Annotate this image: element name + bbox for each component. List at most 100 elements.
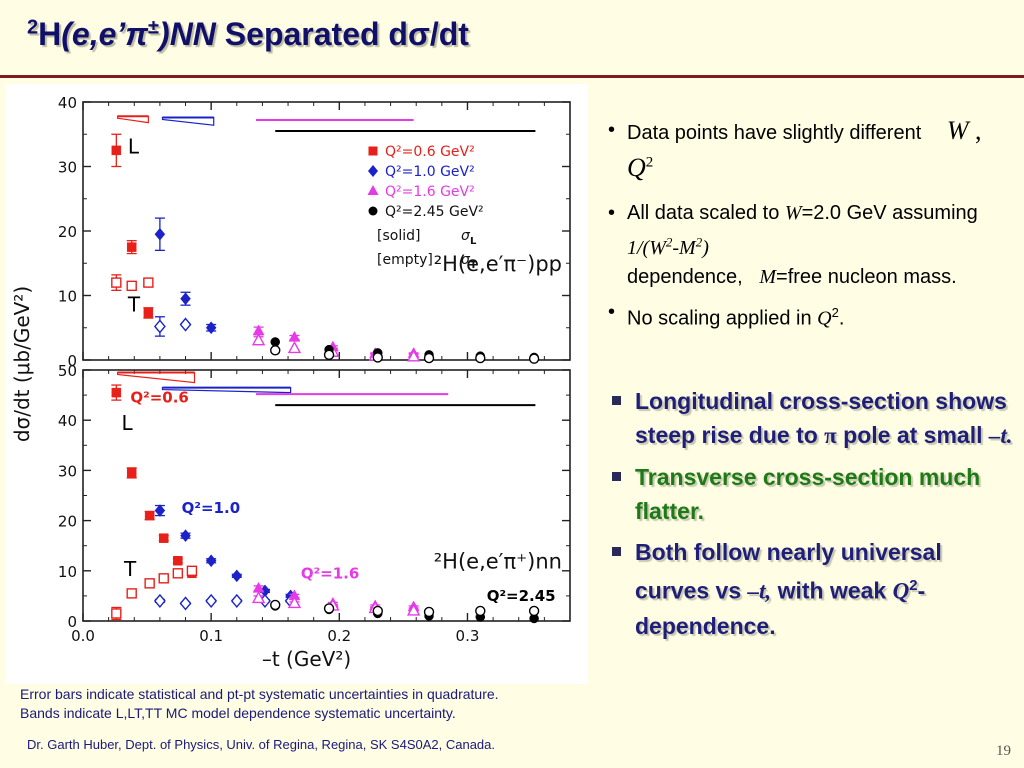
data-point <box>287 340 302 354</box>
data-point <box>126 242 137 252</box>
c1-a: Longitudinal cross-section shows steep r… <box>635 388 1007 448</box>
bullet-dot: • <box>608 201 616 224</box>
formula-end: ) <box>702 237 709 260</box>
legend-label: Q²=1.0 GeV² <box>385 164 475 180</box>
footer-affiliation: Dr. Garth Huber, Dept. of Physics, Univ.… <box>27 737 495 752</box>
c3-Q: Q <box>892 578 910 604</box>
page-number: 19 <box>996 743 1011 759</box>
legend-label: Q²=0.6 GeV² <box>385 144 475 160</box>
c1-t: –t. <box>988 423 1013 448</box>
data-point <box>372 605 383 617</box>
x-tick-label: 0.1 <box>199 627 223 645</box>
panel-annotation: L <box>128 135 140 159</box>
x-tick-label: 0.2 <box>327 627 351 645</box>
model-band-shape <box>161 386 292 394</box>
x-tick-label: 0.0 <box>71 627 95 645</box>
legend-marker <box>368 206 378 216</box>
bullet-3-end: . <box>838 307 845 330</box>
title-bar: 2H(e,e’π±)NN Separated dσ/dt <box>0 0 1024 74</box>
panel-annotation: Q²=0.6 <box>130 389 188 407</box>
c1-pi: π <box>824 423 837 448</box>
conclusion-universal: Both follow nearly universal curves vs –… <box>610 535 1020 643</box>
bullet-1-text: Data points have slightly different <box>627 122 922 144</box>
panel-annotation: T <box>127 293 141 317</box>
data-point <box>252 581 265 593</box>
c3-sup: 2 <box>909 577 918 594</box>
conclusion-list: Longitudinal cross-section shows steep r… <box>610 384 1020 650</box>
formula-sup2: 2 <box>695 234 703 250</box>
conclusion-transverse: Transverse cross-section much flatter. <box>610 460 1020 528</box>
bullet-3-a: No scaling applied in <box>627 307 812 330</box>
data-point <box>475 605 486 617</box>
data-point <box>270 337 280 347</box>
square-bullet-icon <box>612 396 621 405</box>
title-rest: Separated dσ/dt <box>215 16 469 52</box>
legend-marker <box>368 165 378 177</box>
bullet-scaling: • All data scaled to W=2.0 GeV assuming … <box>608 199 1008 293</box>
y-tick-label: 20 <box>58 513 77 531</box>
y-tick-label: 40 <box>58 412 77 430</box>
title-charge: ± <box>148 16 160 39</box>
data-point <box>270 345 281 356</box>
panel-annotation: T <box>123 557 137 581</box>
square-bullet-icon <box>612 472 621 481</box>
data-point <box>126 280 137 292</box>
bullet-2-d: =free nucleon mass. <box>776 266 957 289</box>
bullet-2-b: =2.0 GeV assuming <box>801 201 978 224</box>
y-tick-label: 30 <box>58 462 77 480</box>
math-comma: , <box>974 116 982 145</box>
data-point <box>423 352 435 364</box>
y-tick-label: 10 <box>58 563 77 581</box>
note-bands: Bands indicate L,LT,TT MC model dependen… <box>20 705 456 721</box>
data-point <box>323 349 335 361</box>
data-point <box>179 596 192 611</box>
title-nn: NN <box>169 16 216 52</box>
model-band-shape <box>161 116 215 126</box>
panel-annotation: L <box>121 411 133 435</box>
bullet-2-W: W <box>784 201 802 224</box>
bullet-2-M: M <box>759 266 777 289</box>
title-superscript: 2 <box>27 16 39 39</box>
legend-sub-T: T <box>470 260 477 271</box>
reaction-label: ²H(e,e′π⁺)nn <box>434 549 562 573</box>
legend-marker <box>367 185 379 195</box>
data-point <box>154 227 166 241</box>
y-tick-label: 50 <box>58 362 77 380</box>
math-W: W <box>946 116 969 145</box>
panel-annotation: Q²=1.0 <box>182 499 240 517</box>
c3-b: with weak <box>777 577 887 604</box>
plot-frame-bottom <box>82 369 571 622</box>
data-point <box>111 608 122 619</box>
y-tick-label: 10 <box>58 288 77 306</box>
legend-solid-label: [solid] <box>377 228 420 244</box>
legend-sigma-T: σ <box>461 252 471 268</box>
formula-a: 1/(W <box>627 237 666 260</box>
slide-title: 2H(e,e’π±)NN Separated dσ/dt <box>27 16 469 53</box>
data-point <box>205 593 218 609</box>
data-point <box>153 319 166 334</box>
y-tick-label: 30 <box>58 159 77 177</box>
chart-panel: 0 10 20 30 40 L T ²H(e,e′π⁻)pp 0 10 20 30 40 50 0.0 0.1… <box>5 84 588 684</box>
c3-c: -dependence. <box>635 577 926 639</box>
bullet-1-math: W , Q2 <box>627 116 981 182</box>
legend-marker <box>368 146 378 156</box>
data-point <box>287 595 302 609</box>
y-axis-title: dσ/dt (μb/GeV²) <box>10 286 34 442</box>
data-point <box>111 145 122 156</box>
formula-mid: -M <box>672 237 696 260</box>
reaction-label: ²H(e,e′π⁻)pp <box>434 252 562 276</box>
data-point <box>143 308 154 318</box>
title-element: H <box>38 16 62 52</box>
data-point <box>158 533 169 543</box>
model-band-shape <box>117 371 196 384</box>
data-point <box>270 599 281 611</box>
data-point <box>180 292 191 306</box>
data-point <box>406 349 421 362</box>
model-band-shape <box>117 115 149 124</box>
legend-sub-L: L <box>470 236 477 247</box>
data-point <box>143 277 154 288</box>
y-tick-label: 40 <box>58 94 77 112</box>
data-point <box>172 568 184 579</box>
data-point <box>251 333 266 346</box>
